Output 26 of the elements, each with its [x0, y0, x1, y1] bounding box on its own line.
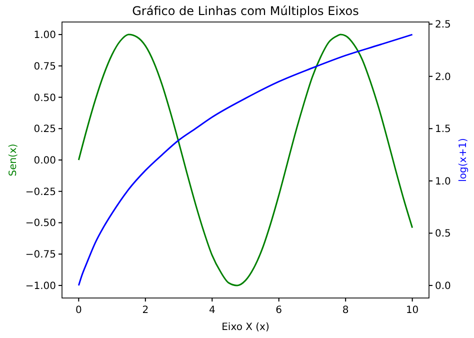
y2-tick-label: 1.0 — [435, 176, 451, 188]
x-tick-label: 6 — [276, 305, 282, 316]
y2-axis-title: log(x+1) — [458, 138, 469, 182]
x-tick-label: 8 — [342, 305, 349, 316]
y-tick-label: 0.75 — [34, 61, 56, 72]
chart-title: Gráfico de Linhas com Múltiplos Eixos — [132, 4, 359, 18]
y-tick-label: −1.00 — [25, 280, 56, 292]
x-tick-label: 10 — [406, 305, 419, 316]
y2-tick-label: 0.0 — [435, 280, 451, 292]
x-tick-label: 4 — [208, 305, 216, 316]
y2-tick-label: 2.0 — [435, 72, 451, 83]
y2-tick-label: 2.5 — [435, 20, 451, 31]
y-tick-label: 0.25 — [34, 124, 56, 136]
y-tick-label: −0.75 — [25, 250, 56, 261]
x-tick-label: 2 — [142, 305, 149, 316]
y-tick-label: 0.00 — [34, 156, 56, 166]
y2-tick-label: 1.5 — [435, 124, 451, 136]
x-tick-label: 0 — [75, 305, 82, 316]
y-tick-label: −0.25 — [25, 186, 56, 198]
y2-tick-label: 0.5 — [435, 228, 451, 240]
y-tick-label: 1.00 — [34, 30, 56, 42]
y-axis-title: Sen(x) — [8, 144, 19, 176]
x-axis-title: Eixo X (x) — [222, 322, 270, 333]
y-tick-label: 0.50 — [34, 92, 56, 104]
y-tick-label: −0.50 — [25, 218, 56, 230]
line-series — [78, 34, 414, 286]
